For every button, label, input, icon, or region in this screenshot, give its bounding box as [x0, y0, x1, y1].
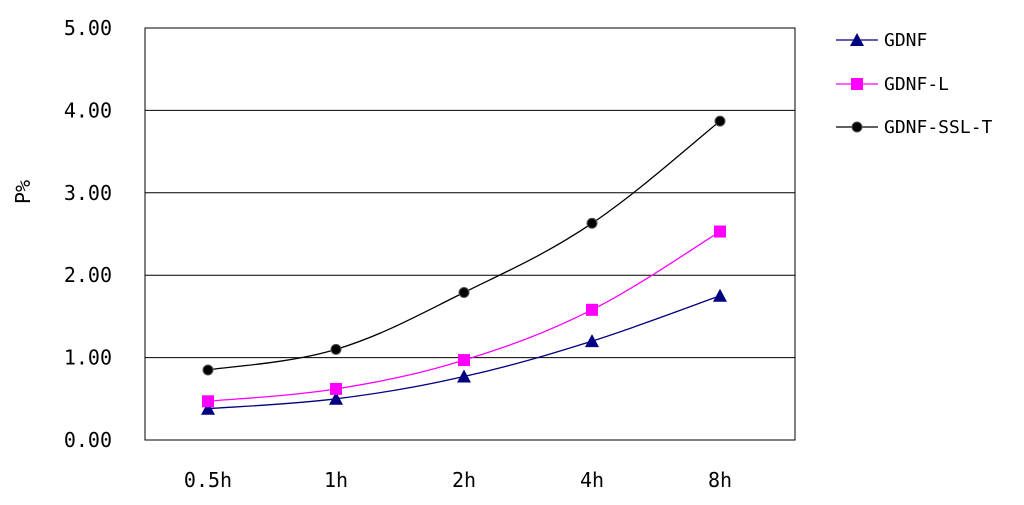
data-point: [330, 382, 342, 395]
data-point: [202, 364, 214, 376]
x-tick-label: 8h: [708, 468, 732, 492]
x-tick-label: 4h: [580, 468, 604, 492]
y-tick-labels: 0.00 1.00 2.00 3.00 4.00 5.00: [64, 16, 112, 452]
y-tick-label: 4.00: [64, 98, 112, 122]
data-point: [714, 115, 726, 127]
data-point: [585, 334, 599, 348]
legend-item: GDNF: [836, 30, 927, 51]
x-tick-labels: 0.5h 1h 2h 4h 8h: [184, 468, 732, 492]
legend-label: GDNF-SSL-T: [884, 117, 993, 138]
y-tick-label: 1.00: [64, 346, 112, 370]
y-tick-label: 5.00: [64, 16, 112, 40]
data-point: [457, 369, 471, 383]
y-tick-label: 3.00: [64, 181, 112, 205]
data-point: [458, 287, 470, 299]
y-tick-label: 0.00: [64, 428, 112, 452]
legend-marker: [851, 121, 863, 133]
x-tick-label: 1h: [324, 468, 348, 492]
series-gdnf-l: [202, 225, 726, 408]
data-point: [713, 288, 727, 302]
y-tick-label: 2.00: [64, 263, 112, 287]
y-axis-title: P%: [11, 180, 35, 204]
data-point: [202, 395, 214, 408]
legend: GDNF GDNF-L GDNF-SSL-T: [836, 30, 993, 138]
legend-marker: [851, 78, 863, 90]
legend-label: GDNF-L: [884, 74, 949, 95]
x-tick-label: 0.5h: [184, 468, 232, 492]
legend-item: GDNF-SSL-T: [836, 117, 993, 138]
data-point: [458, 354, 470, 367]
legend-item: GDNF-L: [836, 74, 949, 95]
x-tick-label: 2h: [452, 468, 476, 492]
series-gdnf-ssl-t: [202, 115, 726, 376]
data-point: [329, 391, 343, 405]
series-layer: [201, 115, 727, 415]
data-point: [201, 401, 215, 415]
plot-area: [144, 27, 796, 441]
series-gdnf: [201, 288, 727, 415]
data-point: [586, 217, 598, 229]
legend-label: GDNF: [884, 30, 927, 51]
data-point: [330, 343, 342, 355]
legend-marker: [850, 33, 864, 46]
data-point: [714, 225, 726, 238]
data-point: [586, 303, 598, 316]
